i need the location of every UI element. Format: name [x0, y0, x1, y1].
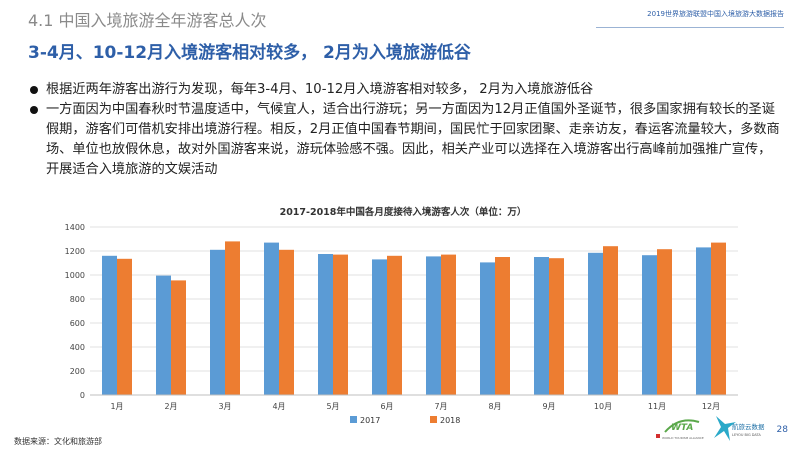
bullet-item: 根据近两年游客出游行为发现，每年3-4月、10-12月入境游客相对较多， 2月为…: [28, 80, 780, 100]
bar-2017-5: [318, 254, 333, 395]
x-tick-label: 5月: [326, 402, 339, 411]
y-tick-label: 1000: [65, 271, 85, 280]
y-tick-label: 1400: [65, 223, 85, 232]
bar-2018-10: [603, 246, 618, 395]
x-tick-label: 11月: [648, 402, 666, 411]
bar-2018-12: [711, 242, 726, 395]
bullet-list: 根据近两年游客出游行为发现，每年3-4月、10-12月入境游客相对较多， 2月为…: [28, 80, 780, 180]
bullet-dot-icon: [30, 86, 38, 94]
x-tick-label: 7月: [434, 402, 447, 411]
bullet-text: 根据近两年游客出游行为发现，每年3-4月、10-12月入境游客相对较多， 2月为…: [46, 82, 594, 97]
bar-2018-5: [333, 254, 348, 395]
chart-axes: 0 200 400 600 800 1000 1200 1400 1月 2月 3月 4月 5月 6月 7月 8…: [65, 223, 738, 411]
bar-2017-12: [696, 247, 711, 395]
monthly-bar-chart: 2017-2018年中国各月度接待入境游客人次（单位：万） 0 200 400 600…: [65, 206, 738, 425]
brand-logo: 航旅云数据 LEYOU BIG DATA: [714, 416, 765, 441]
chart-title: 2017-2018年中国各月度接待入境游客人次（单位：万）: [280, 206, 527, 218]
headline: 3-4月、10-12月入境游客相对较多， 2月为入境旅游低谷: [28, 43, 471, 63]
wta-mark-icon: [656, 434, 660, 438]
y-tick-label: 400: [70, 343, 85, 352]
bullet-dot-icon: [30, 106, 38, 114]
x-tick-label: 8月: [488, 402, 501, 411]
legend-label-2017: 2017: [360, 416, 380, 425]
section-title: 4.1 中国入境旅游全年游客总人次: [28, 11, 267, 30]
x-tick-label: 1月: [110, 402, 123, 411]
wta-logo-text: WTA: [671, 423, 693, 433]
bar-2017-4: [264, 242, 279, 395]
bar-2017-9: [534, 257, 549, 395]
page-number: 28: [776, 425, 788, 435]
x-tick-label: 10月: [594, 402, 612, 411]
bar-2018-4: [279, 249, 294, 395]
y-tick-label: 0: [80, 391, 85, 400]
bar-2018-6: [387, 255, 402, 395]
bar-2017-6: [372, 259, 387, 395]
bar-2018-8: [495, 257, 510, 395]
bar-2018-3: [225, 241, 240, 395]
report-title: 2019世界旅游联盟中国入境旅游大数据报告: [647, 10, 784, 18]
x-tick-label: 9月: [542, 402, 555, 411]
data-source: 数据来源：文化和旅游部: [14, 437, 102, 446]
bar-2017-3: [210, 249, 225, 395]
wta-logo-subtext: WORLD TOURISM ALLIANCE: [662, 436, 704, 440]
bar-2018-9: [549, 258, 564, 395]
brand-star-icon: [714, 416, 736, 441]
chart-bars: [102, 241, 726, 395]
y-tick-label: 200: [70, 367, 85, 376]
bar-2018-11: [657, 249, 672, 395]
x-tick-label: 12月: [702, 402, 720, 411]
x-tick-label: 2月: [164, 402, 177, 411]
bar-2017-1: [102, 255, 117, 395]
chart-grid: [90, 226, 738, 372]
bar-2017-7: [426, 256, 441, 395]
legend-swatch-2018: [430, 416, 437, 423]
x-tick-label: 3月: [218, 402, 231, 411]
legend-swatch-2017: [350, 416, 357, 423]
y-tick-label: 800: [70, 295, 85, 304]
y-tick-label: 1200: [65, 247, 85, 256]
brand-logo-text: 航旅云数据: [732, 422, 765, 431]
wta-logo: WTA WORLD TOURISM ALLIANCE: [656, 419, 704, 440]
chart-legend: 2017 2018: [350, 416, 460, 425]
bar-2017-11: [642, 255, 657, 395]
bar-2018-1: [117, 258, 132, 395]
x-tick-label: 4月: [272, 402, 285, 411]
bullet-item: 一方面因为中国春秋时节温度适中，气候宜人，适合出行游玩；另一方面因为12月正值国…: [28, 100, 780, 180]
bar-2018-2: [171, 280, 186, 395]
x-tick-label: 6月: [380, 402, 393, 411]
brand-logo-subtext: LEYOU BIG DATA: [732, 433, 761, 437]
bar-2017-10: [588, 252, 603, 395]
bullet-text: 一方面因为中国春秋时节温度适中，气候宜人，适合出行游玩；另一方面因为12月正值国…: [46, 102, 780, 177]
bar-2017-8: [480, 262, 495, 395]
y-tick-label: 600: [70, 319, 85, 328]
bar-2017-2: [156, 275, 171, 395]
header-divider: [596, 27, 784, 28]
wta-swoosh-icon: [664, 419, 700, 433]
legend-label-2018: 2018: [440, 416, 460, 425]
bar-2018-7: [441, 254, 456, 395]
